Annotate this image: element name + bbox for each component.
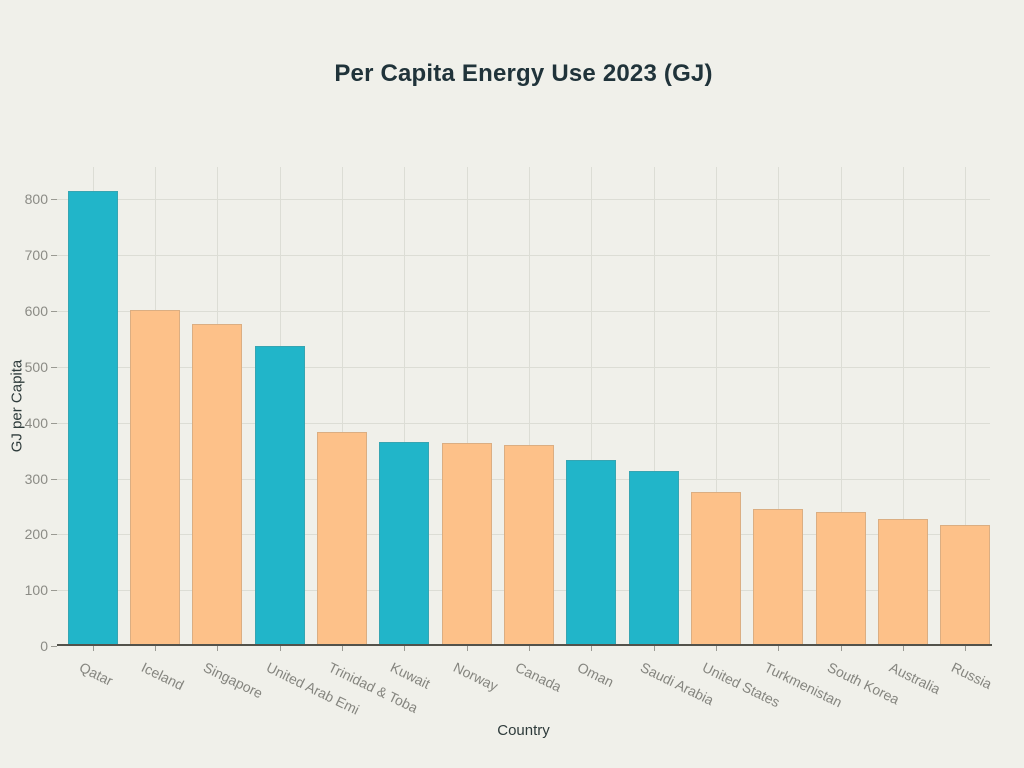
gridline-v-oman [591,167,593,646]
x-tick-mark-norway [466,646,468,651]
x-tick-mark-singapore [217,646,219,651]
x-tick-label-kuwait: Kuwait [388,659,433,692]
gridline-v-russia [965,167,967,646]
gridline-v-trinidad-toba [341,167,343,646]
bar-canada [503,445,554,646]
bar-qatar [67,191,118,646]
y-tick-mark-100 [51,590,57,592]
y-tick-mark-600 [51,311,57,312]
y-tick-mark-200 [51,534,57,536]
y-tick-mark-300 [51,478,57,480]
y-tick-label-500: 500 [24,358,48,375]
y-tick-label-300: 300 [24,470,48,487]
bar-russia [940,525,991,646]
gridline-v-turkmenistan [778,167,780,646]
x-axis-line [57,644,992,646]
x-tick-mark-canada [528,646,530,651]
gridline-h-600 [57,311,990,312]
gridline-v-saudi-arabia [653,167,655,646]
x-tick-mark-australia [902,646,904,651]
x-tick-label-qatar: Qatar [76,659,115,689]
y-tick-label-700: 700 [24,247,48,264]
x-tick-mark-iceland [154,646,156,651]
bar-australia [877,519,928,646]
x-tick-mark-saudi-arabia [653,646,655,651]
bar-oman [566,460,617,646]
y-tick-label-200: 200 [24,526,48,543]
x-tick-mark-turkmenistan [778,646,780,651]
bar-norway [441,442,492,646]
x-tick-label-iceland: Iceland [138,659,187,694]
gridline-v-south-korea [840,167,842,646]
x-axis-label: Country [497,722,550,739]
x-tick-label-russia: Russia [949,659,995,693]
bar-kuwait [379,441,430,646]
bar-united-states [690,491,741,646]
x-tick-mark-united-arab-emi [279,646,281,651]
gridline-h-500 [57,366,990,368]
y-tick-mark-500 [51,366,57,368]
y-tick-mark-0 [51,646,57,647]
y-tick-label-400: 400 [24,414,48,431]
bar-iceland [129,309,180,646]
bar-united-arab-emi [254,345,305,646]
bar-south-korea [815,512,866,646]
x-tick-mark-south-korea [840,646,842,651]
y-tick-label-0: 0 [40,638,48,654]
y-tick-mark-700 [51,255,57,257]
gridline-v-united-states [715,167,717,646]
gridline-v-norway [466,167,468,646]
gridline-h-800 [57,199,990,201]
bar-saudi-arabia [628,471,679,646]
y-tick-mark-800 [51,199,57,201]
plot-area [57,167,991,646]
x-tick-label-canada: Canada [512,659,564,695]
x-tick-mark-oman [591,646,593,651]
y-tick-mark-400 [51,422,57,424]
y-tick-label-600: 600 [24,303,48,319]
x-tick-mark-united-states [715,646,717,651]
bar-singapore [192,323,243,646]
x-tick-label-norway: Norway [450,659,501,695]
gridline-v-canada [528,167,530,646]
x-tick-mark-trinidad-toba [341,646,343,651]
y-tick-label-800: 800 [24,191,48,208]
chart-title: Per Capita Energy Use 2023 (GJ) [334,60,713,87]
gridline-v-australia [902,167,904,646]
x-tick-mark-qatar [92,646,94,651]
x-tick-mark-kuwait [404,646,406,651]
x-tick-label-singapore: Singapore [201,659,266,702]
y-tick-label-100: 100 [24,582,48,599]
x-tick-label-oman: Oman [575,659,617,691]
gridline-h-700 [57,255,990,257]
gridline-v-kuwait [404,167,406,646]
bar-trinidad-toba [316,432,367,646]
x-tick-mark-russia [965,646,967,651]
gridline-h-400 [57,422,990,424]
bar-turkmenistan [753,509,804,646]
